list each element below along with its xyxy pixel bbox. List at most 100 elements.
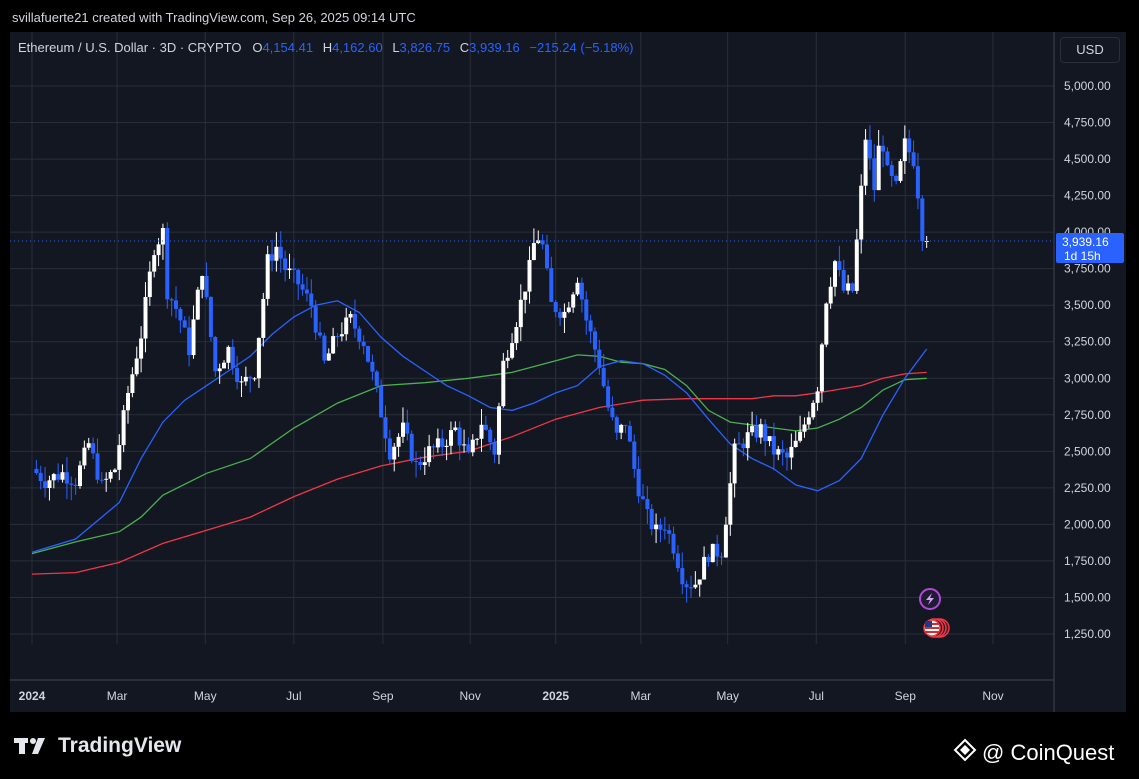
candle-body <box>588 320 593 332</box>
candle-body <box>872 158 877 191</box>
candle-body <box>763 424 768 442</box>
candle-body <box>667 530 672 534</box>
candle-body <box>226 346 231 363</box>
y-tick-label: 3,250.00 <box>1064 335 1111 349</box>
x-tick-label: Jul <box>809 689 824 703</box>
candle-body <box>623 424 628 426</box>
candle-body <box>283 258 288 271</box>
candle-body <box>876 145 881 191</box>
tradingview-logo-icon <box>14 736 52 756</box>
candle-body <box>187 327 192 356</box>
candle-body <box>112 469 117 472</box>
currency-button[interactable]: USD <box>1060 37 1120 63</box>
candle-body <box>353 314 357 329</box>
y-tick-label: 2,750.00 <box>1064 408 1111 422</box>
candle-body <box>78 465 82 486</box>
candle-body <box>684 584 689 588</box>
candle-body <box>453 427 458 430</box>
candle-body <box>139 338 144 359</box>
candle-body <box>540 240 545 245</box>
x-tick-label: Nov <box>982 689 1003 703</box>
candle-body <box>728 483 733 525</box>
candle-body <box>86 443 91 448</box>
low-label: L <box>392 40 400 55</box>
candle-body <box>702 556 707 580</box>
candle-body <box>798 431 803 441</box>
candle-body <box>270 254 274 261</box>
candle-body <box>134 358 139 375</box>
candle-body <box>497 406 501 455</box>
x-tick-label: Mar <box>107 689 128 703</box>
candle-body <box>693 584 698 588</box>
candle-body <box>824 303 829 345</box>
candle-body <box>296 269 301 285</box>
candle-body <box>91 443 96 454</box>
candle-body <box>885 151 890 166</box>
candle-body <box>575 282 580 295</box>
y-tick-label: 1,500.00 <box>1064 590 1111 604</box>
candle-body <box>562 311 567 318</box>
last-price-tag: 3,939.16 1d 15h <box>1056 233 1124 263</box>
symbol-legend[interactable]: Ethereum / U.S. Dollar · 3D · CRYPTO O4,… <box>18 40 633 55</box>
candle-body <box>907 138 912 153</box>
candle-body <box>418 462 423 465</box>
candle-body <box>894 176 899 181</box>
candle-body <box>584 299 589 321</box>
event-flash-icon[interactable] <box>919 588 941 610</box>
candle-body <box>488 429 493 443</box>
candle-body <box>291 268 296 270</box>
candle-body <box>737 443 741 445</box>
x-tick-label: Mar <box>630 689 651 703</box>
candle-body <box>51 474 56 481</box>
y-tick-label: 2,500.00 <box>1064 444 1111 458</box>
candle-body <box>789 446 794 458</box>
candle-body <box>60 472 65 480</box>
candle-body <box>387 438 392 460</box>
x-tick-label: Sep <box>372 689 394 703</box>
candle-body <box>99 479 104 481</box>
y-tick-label: 4,500.00 <box>1064 152 1111 166</box>
candle-body <box>767 436 772 442</box>
candle-body <box>475 438 480 440</box>
candle-body <box>396 436 401 447</box>
candle-body <box>819 344 824 392</box>
close-value: 3,939.16 <box>469 40 520 55</box>
change-value: −215.24 (−5.18%) <box>529 40 634 55</box>
candle-body <box>710 543 715 563</box>
candle-body <box>265 254 270 299</box>
candle-body <box>479 424 484 439</box>
candle-body <box>723 524 728 558</box>
candle-body <box>833 261 837 287</box>
candle-body <box>750 426 755 433</box>
candle-body <box>73 484 78 486</box>
candle-body <box>69 483 74 485</box>
candle-body <box>435 438 440 448</box>
candle-body <box>248 376 253 379</box>
y-tick-label: 4,750.00 <box>1064 116 1111 130</box>
candle-body <box>344 317 349 335</box>
y-tick-label: 3,500.00 <box>1064 298 1111 312</box>
candle-body <box>304 289 309 294</box>
candle-body <box>531 243 536 260</box>
candle-body <box>715 543 720 557</box>
y-tick-label: 3,000.00 <box>1064 371 1111 385</box>
candle-body <box>837 261 842 270</box>
candle-body <box>719 556 724 558</box>
last-price-value: 3,939.16 <box>1062 235 1109 249</box>
candle-body <box>366 346 370 362</box>
chart-canvas[interactable]: 1,250.00 1,500.00 1,750.00 2,000.00 2,250.00… <box>10 32 1126 712</box>
us-flag-event-icon[interactable] <box>923 618 950 638</box>
candle-body <box>632 441 637 469</box>
candle-body <box>309 293 314 307</box>
candle-body <box>235 368 240 382</box>
candle-body <box>841 270 846 291</box>
candle-body <box>854 239 859 291</box>
candle-body <box>606 386 611 408</box>
plot-background <box>10 32 1126 712</box>
candle-body <box>326 353 331 361</box>
candle-body <box>165 228 170 300</box>
candle-body <box>614 417 619 433</box>
chart-panel[interactable]: 1,250.00 1,500.00 1,750.00 2,000.00 2,250.00… <box>10 32 1126 712</box>
candle-body <box>785 452 789 458</box>
candle-body <box>261 299 266 338</box>
